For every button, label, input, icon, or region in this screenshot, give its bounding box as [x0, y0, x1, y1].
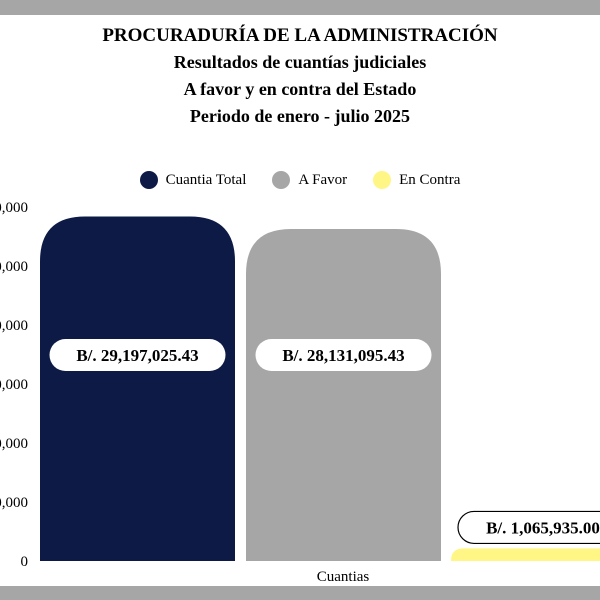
chart-subtitle-3: Periodo de enero - julio 2025	[189, 106, 411, 126]
legend-label: Cuantia Total	[165, 171, 247, 188]
chart-subtitle-2: A favor y en contra del Estado	[183, 79, 417, 99]
chart-title: PROCURADURÍA DE LA ADMINISTRACIÓN	[102, 25, 498, 46]
y-tick-label: 25,000,000	[0, 259, 28, 275]
chart-subtitle-1: Resultados de cuantías judiciales	[173, 52, 427, 72]
bar-en-contra	[451, 548, 600, 561]
legend-swatch	[373, 171, 392, 189]
legend-item-a-favor: A Favor	[272, 171, 347, 189]
legend-item-en-contra: En Contra	[373, 171, 460, 189]
y-tick-label: 0	[21, 554, 29, 570]
data-label: B/. 28,131,095.43	[282, 346, 404, 365]
y-tick-label: 30,000,000	[0, 200, 28, 216]
data-label: B/. 1,065,935.00	[486, 518, 600, 537]
y-tick-label: 20,000,000	[0, 318, 28, 334]
legend-item-cuantia-total: Cuantia Total	[139, 171, 247, 189]
bar-a-favor	[246, 229, 441, 561]
legend-swatch	[272, 171, 291, 189]
legend-label: En Contra	[399, 171, 461, 188]
y-tick-label: 15,000,000	[0, 377, 28, 393]
bottom-band	[0, 586, 600, 600]
data-label: B/. 29,197,025.43	[76, 346, 198, 365]
top-band	[0, 0, 600, 15]
legend-swatch	[139, 171, 158, 189]
data-label-box	[457, 510, 600, 545]
legend: Cuantia Total A Favor En Contra	[0, 171, 600, 189]
data-label-box	[255, 339, 432, 371]
y-tick-label: 10,000,000	[0, 436, 28, 452]
legend-label: A Favor	[298, 171, 348, 188]
x-axis-label: Cuantias	[316, 569, 370, 585]
bar-cuantia-total	[40, 216, 235, 561]
y-tick-label: 5,000,000	[0, 495, 28, 511]
data-label-box	[49, 339, 226, 371]
